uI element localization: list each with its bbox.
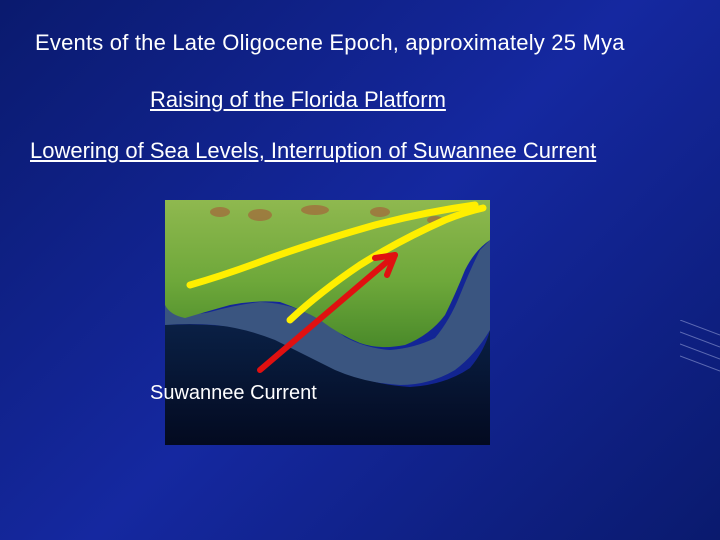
- corner-line-2: [680, 344, 720, 359]
- suwannee-current-label: Suwannee Current: [150, 382, 317, 405]
- subtitle-sealevels: Lowering of Sea Levels, Interruption of …: [30, 138, 596, 164]
- subtitle-platform: Raising of the Florida Platform: [150, 87, 446, 113]
- corner-decoration: [680, 320, 720, 380]
- corner-line-1: [680, 332, 720, 347]
- corner-line-3: [680, 356, 720, 371]
- map-diagram: [165, 200, 490, 445]
- slide-title: Events of the Late Oligocene Epoch, appr…: [35, 30, 625, 56]
- map-svg: [165, 200, 490, 445]
- corner-line-0: [680, 320, 720, 335]
